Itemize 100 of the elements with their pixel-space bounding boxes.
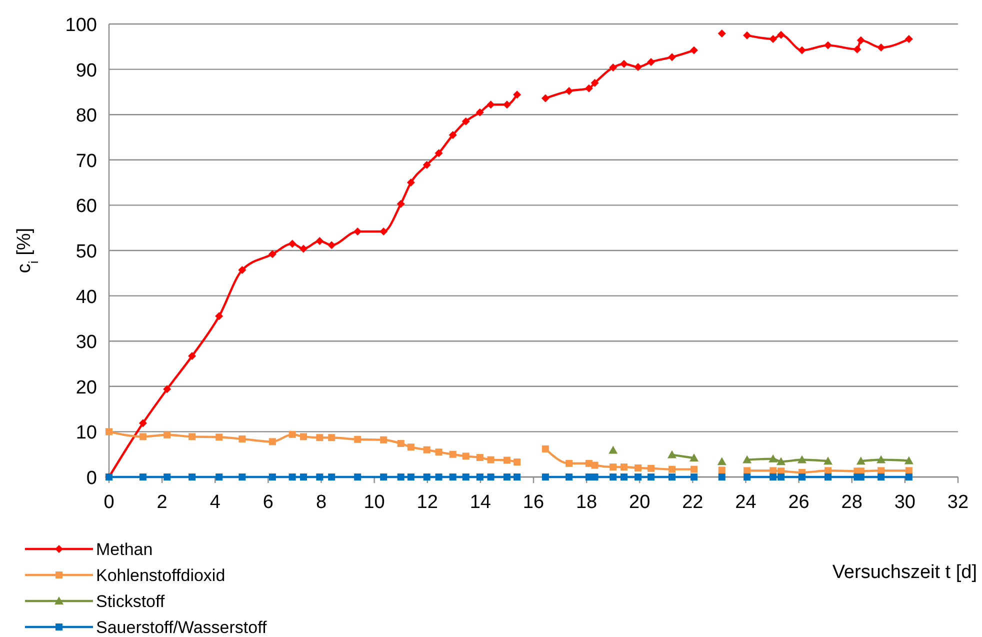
point — [476, 474, 484, 480]
x-tick-label: 10 — [364, 492, 385, 513]
point — [486, 100, 495, 109]
point — [487, 456, 494, 464]
point — [423, 474, 430, 480]
point — [718, 30, 726, 38]
point — [778, 474, 785, 480]
point — [448, 130, 457, 139]
y-tick-label: 20 — [76, 377, 97, 398]
point — [354, 436, 362, 443]
point — [878, 467, 885, 474]
point — [476, 108, 484, 116]
point — [634, 474, 642, 480]
x-tick-label: 2 — [156, 492, 168, 513]
point — [216, 434, 223, 441]
point — [878, 474, 885, 480]
x-tick-label: 4 — [210, 492, 221, 513]
point — [797, 455, 806, 464]
point — [770, 474, 777, 480]
x-tick-label: 22 — [682, 492, 704, 513]
point — [776, 457, 786, 466]
point — [106, 428, 112, 436]
point — [770, 467, 777, 474]
point — [288, 240, 296, 248]
point — [434, 149, 443, 158]
point — [690, 466, 698, 473]
point — [300, 433, 307, 440]
point — [566, 474, 573, 480]
point — [690, 46, 698, 54]
point — [328, 241, 336, 250]
point — [565, 87, 574, 96]
point — [744, 467, 751, 474]
point — [620, 60, 628, 68]
point — [380, 227, 388, 236]
point — [328, 474, 336, 480]
point — [164, 431, 171, 438]
point — [406, 178, 415, 187]
point — [268, 250, 276, 258]
point — [591, 474, 598, 480]
point — [435, 448, 442, 456]
legend-label: Kohlenstoffdioxid — [96, 566, 226, 585]
point — [407, 444, 414, 451]
point — [634, 464, 642, 472]
y-tick-label: 50 — [76, 242, 97, 262]
point — [648, 474, 655, 480]
point — [634, 63, 642, 72]
point — [316, 434, 324, 442]
point — [742, 455, 752, 464]
point — [139, 433, 146, 440]
y-tick-label: 70 — [76, 150, 97, 172]
point — [435, 474, 442, 480]
point — [542, 474, 549, 480]
point — [163, 385, 172, 394]
point — [823, 456, 832, 465]
point — [856, 36, 865, 44]
x-tick-label: 14 — [470, 492, 492, 513]
point — [877, 44, 886, 52]
y-tick-label: 40 — [76, 286, 97, 308]
point — [268, 438, 276, 446]
point — [238, 435, 246, 442]
point — [316, 236, 324, 245]
point — [610, 474, 617, 480]
x-tick-label: 0 — [104, 492, 114, 513]
point — [462, 474, 470, 480]
point — [904, 456, 914, 464]
point — [620, 464, 628, 471]
point — [798, 474, 806, 480]
point — [216, 474, 223, 480]
point — [268, 474, 276, 480]
x-tick-label: 28 — [841, 492, 862, 513]
point — [690, 474, 698, 480]
point — [608, 446, 618, 454]
point — [690, 453, 699, 462]
point — [316, 474, 324, 480]
legend-label: Stickstoff — [96, 592, 165, 611]
point — [667, 450, 676, 458]
point — [188, 474, 196, 480]
point — [905, 474, 912, 480]
point — [744, 474, 751, 480]
point — [449, 474, 456, 480]
point — [380, 474, 388, 480]
point — [798, 46, 806, 54]
point — [905, 467, 912, 474]
point — [610, 464, 617, 471]
point — [423, 446, 430, 454]
point — [502, 100, 511, 109]
point — [288, 430, 296, 438]
point — [462, 452, 470, 460]
point — [620, 474, 628, 480]
point — [397, 474, 404, 480]
x-tick-label: 16 — [522, 492, 544, 513]
y-tick-label: 80 — [76, 106, 97, 127]
point — [717, 457, 726, 466]
point — [566, 460, 573, 467]
point — [449, 450, 456, 458]
x-tick-label: 26 — [788, 492, 810, 513]
x-tick-label: 8 — [316, 492, 327, 513]
point — [354, 474, 362, 480]
point — [407, 474, 414, 480]
point — [139, 474, 146, 480]
